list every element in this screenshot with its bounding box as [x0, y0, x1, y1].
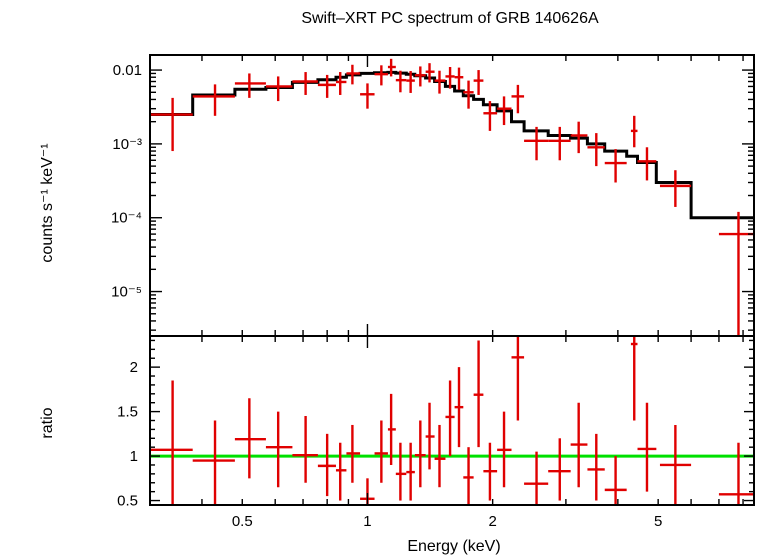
spectrum-data-point: [317, 74, 336, 98]
ratio-axis-ticks: 0.5 1 1.5 2 0.5 1 2 5: [117, 336, 754, 530]
y-tick-label-ratio: 1: [130, 448, 138, 465]
ratio-data-point: [718, 442, 754, 505]
spectrum-data-point: [718, 211, 754, 336]
ratio-data-point: [265, 411, 293, 488]
y-tick-label-ratio: 1.5: [117, 404, 138, 421]
spectrum-data-point: [265, 76, 293, 102]
ratio-data-point: [637, 402, 657, 492]
y-tick-label-spectrum: 10⁻⁴: [111, 210, 142, 227]
spectrum-data-point: [346, 64, 361, 85]
spectrum-data-point: [150, 97, 193, 152]
spectrum-data-point: [387, 58, 396, 77]
spectrum-data-point: [587, 133, 605, 167]
spectrum-data-point: [234, 73, 266, 98]
ratio-data-point: [387, 393, 396, 465]
ratio-data-point: [374, 420, 388, 483]
ratio-data-point: [414, 420, 426, 488]
ratio-data-point: [150, 380, 193, 505]
spectrum-data-point: [454, 67, 464, 90]
ratio-data-point: [497, 411, 512, 488]
ratio-data-point: [463, 447, 474, 505]
spectrum-data-point: [425, 63, 435, 83]
spectrum-panel-frame: [149, 54, 755, 337]
model-step-line: [150, 70, 754, 220]
ratio-data-point: [587, 433, 605, 501]
y-tick-label-spectrum: 10⁻⁵: [111, 284, 142, 301]
spectrum-data-series: [150, 58, 754, 336]
spectrum-data-point: [570, 121, 588, 154]
y-axis-label-ratio: ratio: [39, 407, 56, 438]
spectrum-panel: 0.01 10⁻³ 10⁻⁴ 10⁻⁵: [111, 54, 755, 337]
ratio-data-point: [234, 398, 266, 479]
ratio-data-point: [454, 367, 464, 448]
spectrum-data-point: [395, 70, 407, 93]
spectrum-data-point: [414, 66, 426, 87]
ratio-data-point: [483, 442, 498, 501]
spectrum-data-point: [434, 70, 446, 94]
x-tick-label: 0.5: [232, 513, 253, 530]
ratio-data-point: [292, 416, 318, 483]
spectrum-data-point: [548, 126, 571, 161]
spectrum-data-point: [630, 115, 638, 148]
ratio-data-point: [570, 402, 588, 488]
ratio-data-point: [192, 420, 235, 505]
y-tick-label-ratio: 2: [130, 359, 138, 376]
spectrum-data-point: [406, 71, 415, 93]
ratio-data-point: [445, 380, 455, 457]
ratio-data-point: [604, 456, 627, 505]
ratio-data-point: [434, 424, 446, 488]
ratio-data-point: [630, 336, 638, 421]
ratio-data-point: [511, 336, 525, 421]
ratio-data-point: [524, 451, 549, 505]
ratio-data-point: [473, 340, 484, 448]
spectrum-data-point: [659, 170, 692, 207]
spectrum-data-point: [497, 96, 512, 126]
ratio-panel-frame: [149, 335, 755, 506]
x-tick-label: 1: [363, 513, 371, 530]
spectrum-data-point: [360, 83, 375, 109]
x-tick-label: 2: [488, 513, 496, 530]
y-tick-label-ratio: 0.5: [117, 493, 138, 510]
ratio-data-series: [150, 336, 754, 505]
spectrum-data-point: [637, 147, 657, 181]
spectrum-data-point: [524, 126, 549, 161]
x-axis-label: Energy (keV): [407, 538, 500, 555]
ratio-data-point: [395, 442, 407, 501]
ratio-data-point: [317, 433, 336, 497]
x-tick-label: 5: [654, 513, 662, 530]
chart-title: Swift–XRT PC spectrum of GRB 140626A: [301, 10, 599, 27]
ratio-data-point: [548, 438, 571, 501]
spectrum-data-point: [445, 67, 455, 89]
spectrum-data-point: [335, 72, 347, 95]
spectrum-data-point: [604, 149, 627, 183]
spectrum-data-point: [292, 72, 318, 95]
y-axis-label-spectrum: counts s⁻¹ keV⁻¹: [39, 143, 56, 262]
ratio-data-point: [425, 402, 435, 470]
spectrum-data-point: [511, 84, 525, 114]
spectrum-data-point: [192, 84, 235, 116]
spectrum-data-point: [483, 101, 498, 131]
model-curve: [150, 70, 754, 220]
ratio-data-point: [335, 442, 347, 501]
y-tick-label-spectrum: 0.01: [113, 62, 142, 79]
spectrum-data-point: [374, 65, 388, 86]
ratio-data-point: [406, 442, 415, 501]
spectrum-axis-ticks: 0.01 10⁻³ 10⁻⁴ 10⁻⁵: [111, 55, 754, 336]
spectrum-data-point: [463, 80, 474, 109]
y-tick-label-spectrum: 10⁻³: [112, 136, 142, 153]
spectrum-data-point: [473, 70, 484, 95]
ratio-data-point: [659, 424, 692, 505]
ratio-data-point: [346, 424, 361, 483]
ratio-panel: 0.5 1 1.5 2 0.5 1 2 5: [117, 335, 755, 530]
